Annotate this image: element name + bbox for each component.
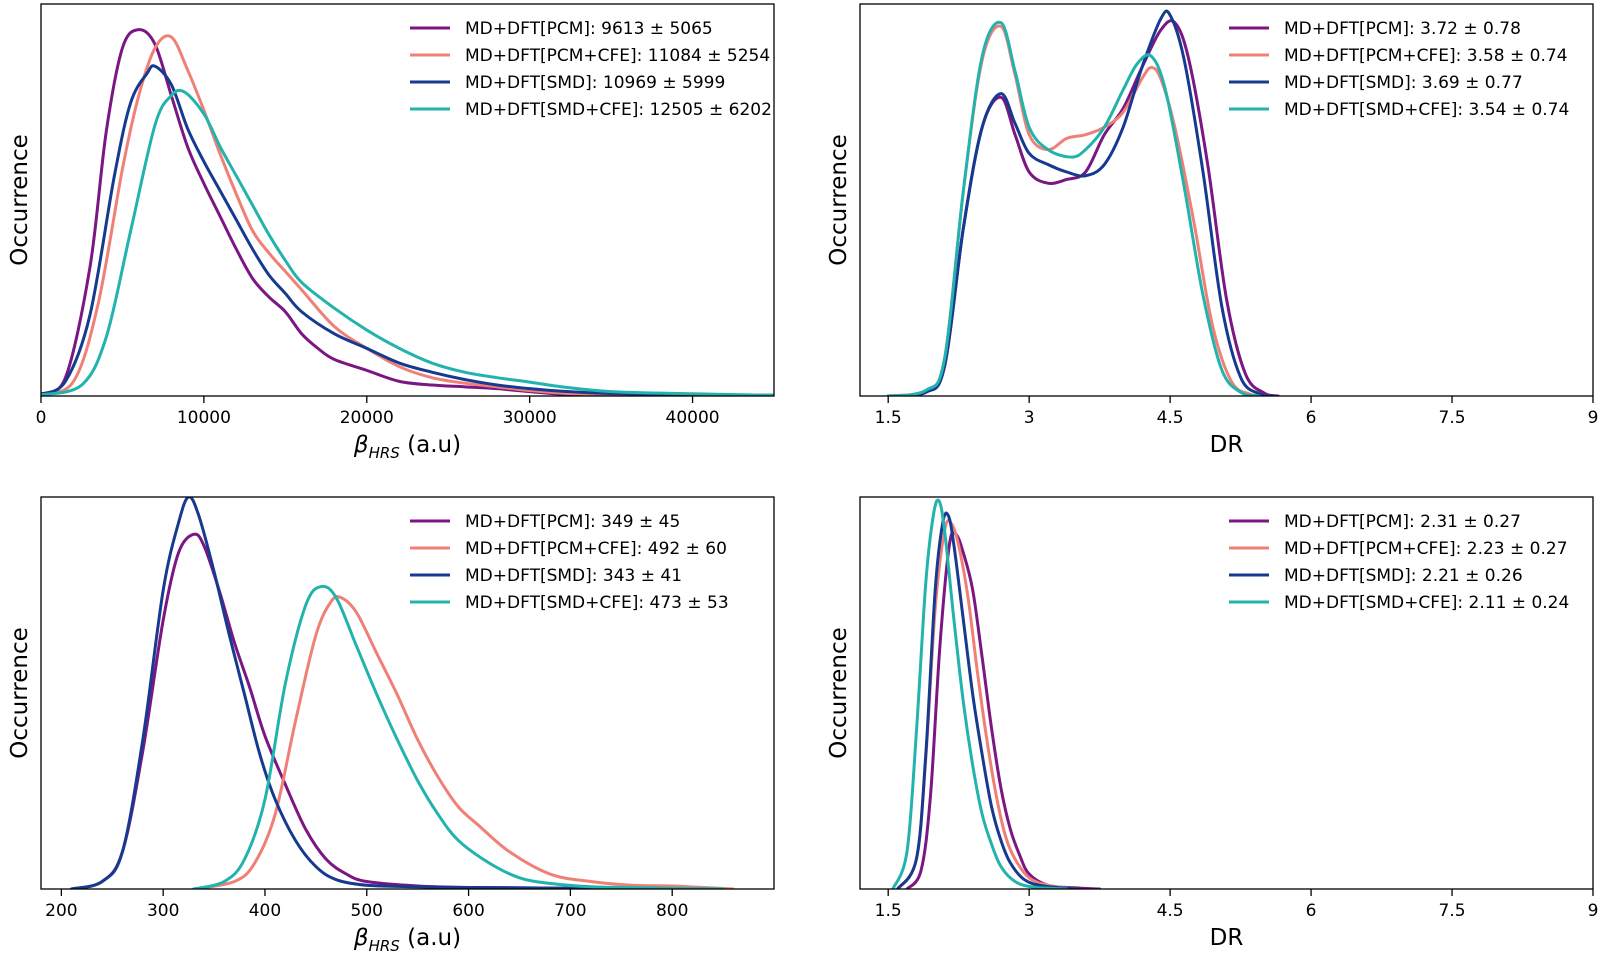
y-axis-label: Occurrence: [7, 627, 33, 759]
x-tick-label: 7.5: [1439, 901, 1466, 921]
series-line-3: [70, 497, 725, 889]
series-line-3: [896, 511, 1078, 889]
x-tick-label: 700: [554, 901, 586, 921]
x-tick-label: 400: [249, 901, 281, 921]
x-tick-label: 800: [656, 901, 688, 921]
series-line-1: [70, 532, 725, 889]
plot-frame: [859, 496, 1594, 890]
x-tick-label: 6: [1306, 901, 1317, 921]
legend-entry: MD+DFT[PCM+CFE]: 3.58 ± 0.74: [1284, 46, 1568, 66]
series-line-3: [886, 9, 1275, 396]
x-tick-label: 40000: [666, 408, 720, 428]
series-line-4: [192, 584, 725, 889]
chart-panel-bottom-left: 200 300 400 500 600 700 800 Occurrence βHRS (a.u…: [7, 496, 775, 955]
series-line-4: [886, 20, 1261, 396]
legend-entry: MD+DFT[PCM]: 9613 ± 5065: [465, 19, 713, 39]
plot-frame: [40, 3, 775, 397]
x-tick-label: 6: [1306, 408, 1317, 428]
series-line-2: [41, 34, 774, 396]
x-tick-label: 500: [351, 901, 383, 921]
y-axis-label: Occurrence: [826, 134, 852, 266]
x-tick-label: 9: [1588, 901, 1599, 921]
legend-entry: MD+DFT[PCM+CFE]: 2.23 ± 0.27: [1284, 539, 1568, 559]
x-tick-label: 200: [45, 901, 77, 921]
x-axis-unit: (a.u): [400, 432, 461, 458]
legend-entry: MD+DFT[SMD]: 10969 ± 5999: [465, 73, 725, 93]
legend-entry: MD+DFT[SMD+CFE]: 3.54 ± 0.74: [1284, 100, 1569, 120]
legend-entry: MD+DFT[SMD+CFE]: 12505 ± 6202: [465, 100, 772, 120]
series-line-4: [41, 88, 774, 396]
legend-entry: MD+DFT[SMD]: 3.69 ± 0.77: [1284, 73, 1523, 93]
x-tick-label: 0: [36, 408, 47, 428]
x-tick-label: 9: [1588, 408, 1599, 428]
x-tick-label: 4.5: [1157, 901, 1184, 921]
y-axis-label: Occurrence: [826, 627, 852, 759]
legend-entry: MD+DFT[PCM+CFE]: 11084 ± 5254: [465, 46, 770, 66]
legend-entry: MD+DFT[PCM]: 3.72 ± 0.78: [1284, 19, 1521, 39]
series-line-3: [41, 64, 774, 396]
legend-entry: MD+DFT[SMD]: 2.21 ± 0.26: [1284, 566, 1523, 586]
chart-panel-top-left: 0 10000 20000 30000 40000 Occurrence βHRS (a.u…: [7, 3, 775, 462]
x-axis-label: βHRS (a.u): [353, 432, 461, 462]
y-axis-label: Occurrence: [7, 134, 33, 266]
legend-entry: MD+DFT[PCM]: 349 ± 45: [465, 512, 680, 532]
x-tick-label: 1.5: [875, 408, 902, 428]
x-tick-label: 1.5: [875, 901, 902, 921]
x-axis-unit: (a.u): [400, 925, 461, 951]
x-axis-label: DR: [1210, 432, 1244, 458]
x-axis-label: βHRS (a.u): [353, 925, 461, 955]
series-line-4: [891, 498, 1069, 889]
x-tick-label: 300: [147, 901, 179, 921]
x-tick-label: 30000: [503, 408, 557, 428]
legend-entry: MD+DFT[SMD]: 343 ± 41: [465, 566, 682, 586]
beta-subscript: HRS: [369, 444, 401, 462]
chart-panel-bottom-right: 1.5 3 4.5 6 7.5 9 Occurrence DR MD+DFT[PCM]: 2.3…: [826, 496, 1599, 951]
plot-frame: [859, 3, 1594, 397]
x-axis-label: DR: [1210, 925, 1244, 951]
plot-frame: [40, 496, 775, 890]
x-tick-label: 600: [452, 901, 484, 921]
legend-entry: MD+DFT[PCM+CFE]: 492 ± 60: [465, 539, 727, 559]
x-tick-label: 3: [1024, 901, 1035, 921]
x-tick-label: 4.5: [1157, 408, 1184, 428]
beta-symbol: β: [353, 925, 369, 951]
legend-entry: MD+DFT[SMD+CFE]: 2.11 ± 0.24: [1284, 593, 1569, 613]
beta-subscript: HRS: [369, 937, 401, 955]
x-tick-label: 10000: [177, 408, 231, 428]
x-tick-label: 20000: [340, 408, 394, 428]
chart-panel-top-right: 1.5 3 4.5 6 7.5 9 Occurrence DR MD+DFT[PCM]: 3.7…: [826, 3, 1599, 458]
legend-entry: MD+DFT[PCM]: 2.31 ± 0.27: [1284, 512, 1521, 532]
legend-entry: MD+DFT[SMD+CFE]: 473 ± 53: [465, 593, 729, 613]
series-line-1: [905, 530, 1102, 889]
x-tick-label: 7.5: [1439, 408, 1466, 428]
beta-symbol: β: [353, 432, 369, 458]
x-tick-label: 3: [1024, 408, 1035, 428]
series-line-2: [192, 595, 735, 889]
